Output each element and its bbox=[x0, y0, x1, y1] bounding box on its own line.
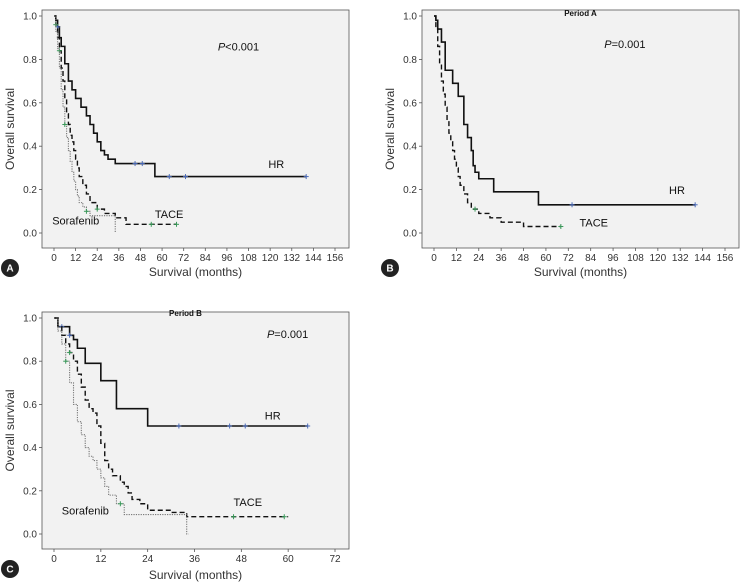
y-tick-label: 0.2 bbox=[23, 486, 37, 497]
series-label-tace: TACE bbox=[155, 209, 184, 221]
x-tick-label: 72 bbox=[563, 253, 575, 264]
x-tick-label: 108 bbox=[240, 253, 257, 264]
y-tick-label: 0.6 bbox=[23, 400, 37, 411]
panel-badge-label: C bbox=[6, 565, 13, 576]
p-value-label: P<0.001 bbox=[218, 41, 259, 53]
y-tick-label: 0.6 bbox=[403, 98, 417, 109]
series-label-sorafenib: Sorafenib bbox=[52, 215, 99, 227]
x-tick-label: 48 bbox=[236, 554, 248, 565]
x-tick-label: 156 bbox=[327, 253, 344, 264]
x-tick-label: 12 bbox=[451, 253, 463, 264]
panel-badge-label: A bbox=[6, 264, 13, 275]
x-tick-label: 132 bbox=[283, 253, 300, 264]
x-tick-label: 120 bbox=[262, 253, 279, 264]
plot-area bbox=[421, 9, 740, 249]
x-tick-label: 60 bbox=[157, 253, 169, 264]
y-tick-label: 0.2 bbox=[23, 185, 37, 196]
x-tick-label: 36 bbox=[189, 554, 201, 565]
x-tick-label: 12 bbox=[70, 253, 82, 264]
x-tick-label: 48 bbox=[518, 253, 530, 264]
x-tick-label: 156 bbox=[717, 253, 734, 264]
x-tick-label: 36 bbox=[496, 253, 508, 264]
x-tick-label: 48 bbox=[135, 253, 147, 264]
y-tick-label: 1.0 bbox=[23, 12, 37, 23]
x-tick-label: 0 bbox=[51, 554, 57, 565]
y-tick-label: 0.8 bbox=[403, 55, 417, 66]
p-value-label: P=0.001 bbox=[604, 39, 645, 51]
y-tick-label: 0.0 bbox=[23, 530, 37, 541]
x-tick-label: 60 bbox=[283, 554, 295, 565]
panel-title: Period A bbox=[564, 9, 597, 18]
x-tick-label: 60 bbox=[540, 253, 552, 264]
x-tick-label: 132 bbox=[672, 253, 689, 264]
series-label-sorafenib: Sorafenib bbox=[62, 506, 109, 518]
x-tick-label: 24 bbox=[142, 554, 154, 565]
chart-panel-b: 0.0 0.2 0.4 0.6 0.8 1.0 0 12 24 36 48 60 72 84 96 108 12… bbox=[381, 9, 740, 279]
panel-badge bbox=[381, 259, 399, 277]
panel-badge-label: B bbox=[386, 264, 393, 275]
x-tick-label: 120 bbox=[650, 253, 667, 264]
x-tick-label: 108 bbox=[627, 253, 644, 264]
x-tick-label: 96 bbox=[221, 253, 233, 264]
chart-panel-c: 0.0 0.2 0.4 0.6 0.8 1.0 0 12 24 36 48 60 72 Survival … bbox=[1, 309, 350, 582]
x-tick-label: 0 bbox=[431, 253, 437, 264]
series-label-tace: TACE bbox=[234, 497, 263, 509]
x-axis-label: Survival (months) bbox=[149, 568, 242, 582]
x-tick-label: 24 bbox=[92, 253, 104, 264]
panel-title: Period B bbox=[169, 309, 202, 318]
x-axis-label: Survival (months) bbox=[534, 265, 627, 279]
x-tick-label: 0 bbox=[51, 253, 57, 264]
series-label-hr: HR bbox=[268, 159, 284, 171]
y-tick-label: 0.4 bbox=[23, 443, 37, 454]
y-tick-label: 0.4 bbox=[23, 142, 37, 153]
plot-area bbox=[41, 9, 350, 249]
panel-badge bbox=[1, 259, 19, 277]
panel-badge bbox=[1, 560, 19, 578]
y-tick-label: 1.0 bbox=[403, 12, 417, 23]
survival-curve-tace bbox=[434, 15, 561, 228]
chart-panel-a: 0.0 0.2 0.4 0.6 0.8 1.0 0 12 24 36 48 60 72 84 96 108 12… bbox=[1, 9, 350, 279]
y-tick-label: 1.0 bbox=[23, 314, 37, 325]
y-axis-label: Overall survival bbox=[383, 88, 397, 170]
y-tick-label: 0.0 bbox=[23, 229, 37, 240]
survival-curve-hr bbox=[54, 317, 308, 427]
x-tick-label: 72 bbox=[329, 554, 341, 565]
x-tick-label: 12 bbox=[95, 554, 107, 565]
p-value-label: P=0.001 bbox=[267, 329, 308, 341]
series-label-hr: HR bbox=[265, 411, 281, 423]
y-tick-label: 0.4 bbox=[403, 142, 417, 153]
y-tick-label: 0.6 bbox=[23, 98, 37, 109]
x-tick-label: 144 bbox=[694, 253, 711, 264]
y-tick-label: 0.8 bbox=[23, 55, 37, 66]
x-tick-label: 84 bbox=[200, 253, 212, 264]
plot-area bbox=[41, 311, 350, 550]
x-tick-label: 96 bbox=[608, 253, 620, 264]
y-axis-label: Overall survival bbox=[3, 389, 17, 471]
y-tick-label: 0.0 bbox=[403, 229, 417, 240]
y-axis-label: Overall survival bbox=[3, 88, 17, 170]
survival-curve-hr bbox=[434, 15, 696, 206]
y-tick-label: 0.8 bbox=[23, 357, 37, 368]
x-axis-label: Survival (months) bbox=[149, 265, 242, 279]
y-tick-label: 0.2 bbox=[403, 185, 417, 196]
x-tick-label: 72 bbox=[178, 253, 190, 264]
series-label-tace: TACE bbox=[580, 217, 609, 229]
x-tick-label: 24 bbox=[473, 253, 485, 264]
series-label-hr: HR bbox=[669, 185, 685, 197]
x-tick-label: 36 bbox=[113, 253, 125, 264]
x-tick-label: 144 bbox=[305, 253, 322, 264]
x-tick-label: 84 bbox=[585, 253, 597, 264]
